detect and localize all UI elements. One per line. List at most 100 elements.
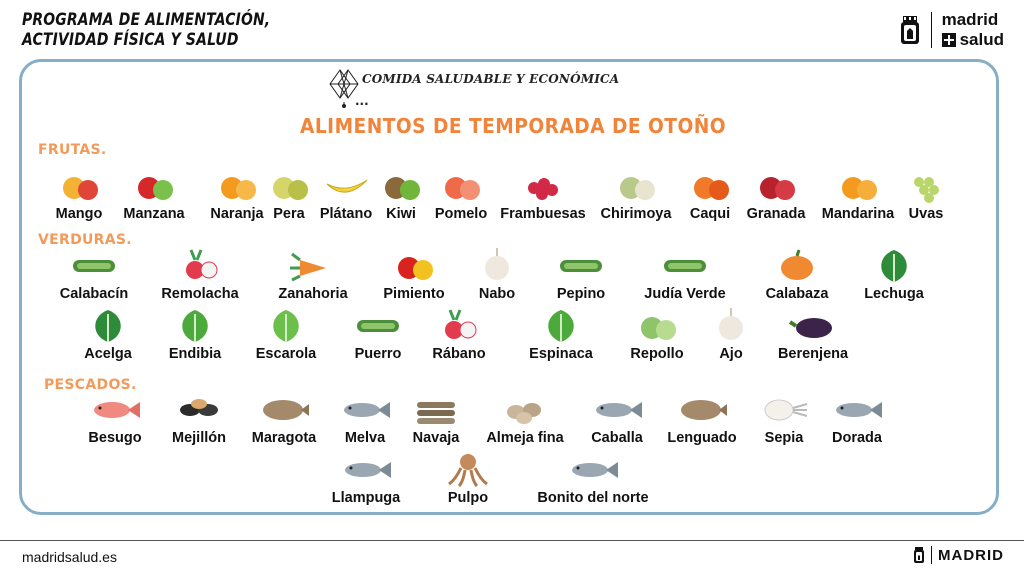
food-item-berenjena: Berenjena (758, 306, 868, 366)
food-label: Mango (55, 206, 103, 222)
besugo-icon (94, 402, 140, 418)
food-label: Repollo (630, 346, 684, 362)
logo-text-madrid: madrid (941, 10, 999, 29)
food-item-besugo: Besugo (60, 390, 170, 450)
food-label: Nabo (478, 286, 516, 302)
pulpo-icon (448, 454, 488, 488)
food-label: Plátano (319, 206, 373, 222)
food-label: Manzana (123, 206, 185, 222)
food-label: Endibia (168, 346, 222, 362)
poster-subtitle: COMIDA SALUDABLE Y ECONÓMICA (362, 72, 620, 86)
food-item-granada: Granada (721, 166, 831, 226)
caqui-icon (694, 177, 729, 200)
manzana-icon (138, 177, 173, 200)
food-label: Almeja fina (486, 430, 564, 446)
poster-title: ALIMENTOS DE TEMPORADA DE OTOÑO (300, 114, 727, 138)
judia-verde-icon (664, 260, 706, 272)
food-item-bonito-del-norte: Bonito del norte (537, 450, 649, 510)
food-label: Pulpo (447, 490, 489, 506)
program-title-line1: Programa de alimentación, (22, 10, 271, 30)
poster-frame (19, 59, 999, 515)
food-item-melva: Melva (310, 390, 420, 450)
food-item-frambuesas: Frambuesas (488, 166, 598, 226)
food-label: Mandarina (821, 206, 895, 222)
section-frutas: FRUTAS. (38, 142, 107, 158)
food-item-puerro: Puerro (323, 306, 433, 366)
food-label: Caqui (689, 206, 731, 222)
food-item-lenguado: Lenguado (647, 390, 757, 450)
food-label: Besugo (88, 430, 142, 446)
food-item-mango: Mango (24, 166, 134, 226)
food-item-naranja: Naranja (182, 166, 292, 226)
food-label: Kiwi (386, 206, 416, 222)
health-cross-icon (941, 33, 956, 47)
food-item-maragota: Maragota (229, 390, 339, 450)
food-item-rabano: Rábano (404, 306, 514, 366)
food-item-dorada: Dorada (802, 390, 912, 450)
navaja-icon (417, 402, 455, 424)
food-item-ajo: Ajo (676, 306, 786, 366)
food-label: Calabacín (59, 286, 129, 302)
food-item-pomelo: Pomelo (406, 166, 516, 226)
lenguado-icon (681, 400, 727, 420)
footer-website: madridsalud.es (22, 549, 117, 565)
food-item-escarola: Escarola (231, 306, 341, 366)
dorada-icon (836, 402, 882, 418)
food-label: Judía Verde (644, 286, 726, 302)
ajo-icon (719, 308, 743, 340)
food-item-manzana: Manzana (99, 166, 209, 226)
food-label: Granada (746, 206, 806, 222)
pimiento-icon (398, 257, 433, 280)
food-label: Escarola (255, 346, 317, 362)
food-label: Mejillón (172, 430, 226, 446)
madrid-crest-small-icon (913, 546, 925, 564)
food-item-kiwi: Kiwi (346, 166, 456, 226)
zanahoria-icon (290, 252, 326, 282)
lechuga-icon (881, 250, 907, 282)
escarola-icon (273, 310, 299, 342)
maragota-icon (263, 400, 309, 420)
food-label: Espinaca (529, 346, 593, 362)
mango-icon (63, 177, 98, 200)
section-verduras: VERDURAS. (38, 232, 132, 248)
food-item-judia-verde: Judía Verde (630, 246, 740, 306)
food-label: Llampuga (331, 490, 401, 506)
food-item-lechuga: Lechuga (839, 246, 949, 306)
food-label: Melva (344, 430, 386, 446)
food-item-pulpo: Pulpo (413, 450, 523, 510)
food-item-llampuga: Llampuga (311, 450, 421, 510)
frambuesas-icon (528, 178, 558, 200)
food-label: Dorada (832, 430, 882, 446)
food-item-calabaza: Calabaza (742, 246, 852, 306)
food-item-navaja: Navaja (381, 390, 491, 450)
food-label: Caballa (591, 430, 643, 446)
diamond-logo-icon (329, 69, 359, 108)
food-label: Zanahoria (278, 286, 348, 302)
mandarina-icon (842, 177, 877, 200)
food-item-mandarina: Mandarina (803, 166, 913, 226)
llampuga-icon (345, 462, 391, 478)
subtitle-dots: ... (355, 94, 369, 108)
melva-icon (344, 402, 390, 418)
food-label: Pera (273, 206, 305, 222)
chirimoya-icon (620, 177, 655, 200)
food-label: Pepino (556, 286, 606, 302)
nabo-icon (485, 248, 509, 280)
espinaca-icon (548, 310, 574, 342)
remolacha-icon (186, 249, 218, 279)
naranja-icon (221, 177, 256, 200)
food-label: Remolacha (161, 286, 239, 302)
food-label: Lenguado (667, 430, 737, 446)
calabacin-icon (73, 260, 115, 272)
footer-divider (0, 540, 1024, 541)
food-item-sepia: Sepia (729, 390, 839, 450)
bonito-del-norte-icon (572, 462, 618, 478)
program-title: Programa de alimentación, actividad físi… (22, 10, 270, 50)
food-item-endibia: Endibia (140, 306, 250, 366)
food-item-pimiento: Pimiento (359, 246, 469, 306)
food-item-platano: Plátano (291, 166, 401, 226)
food-label: Uvas (908, 206, 944, 222)
food-item-pepino: Pepino (526, 246, 636, 306)
rabano-icon (445, 309, 477, 339)
repollo-icon (641, 317, 676, 340)
